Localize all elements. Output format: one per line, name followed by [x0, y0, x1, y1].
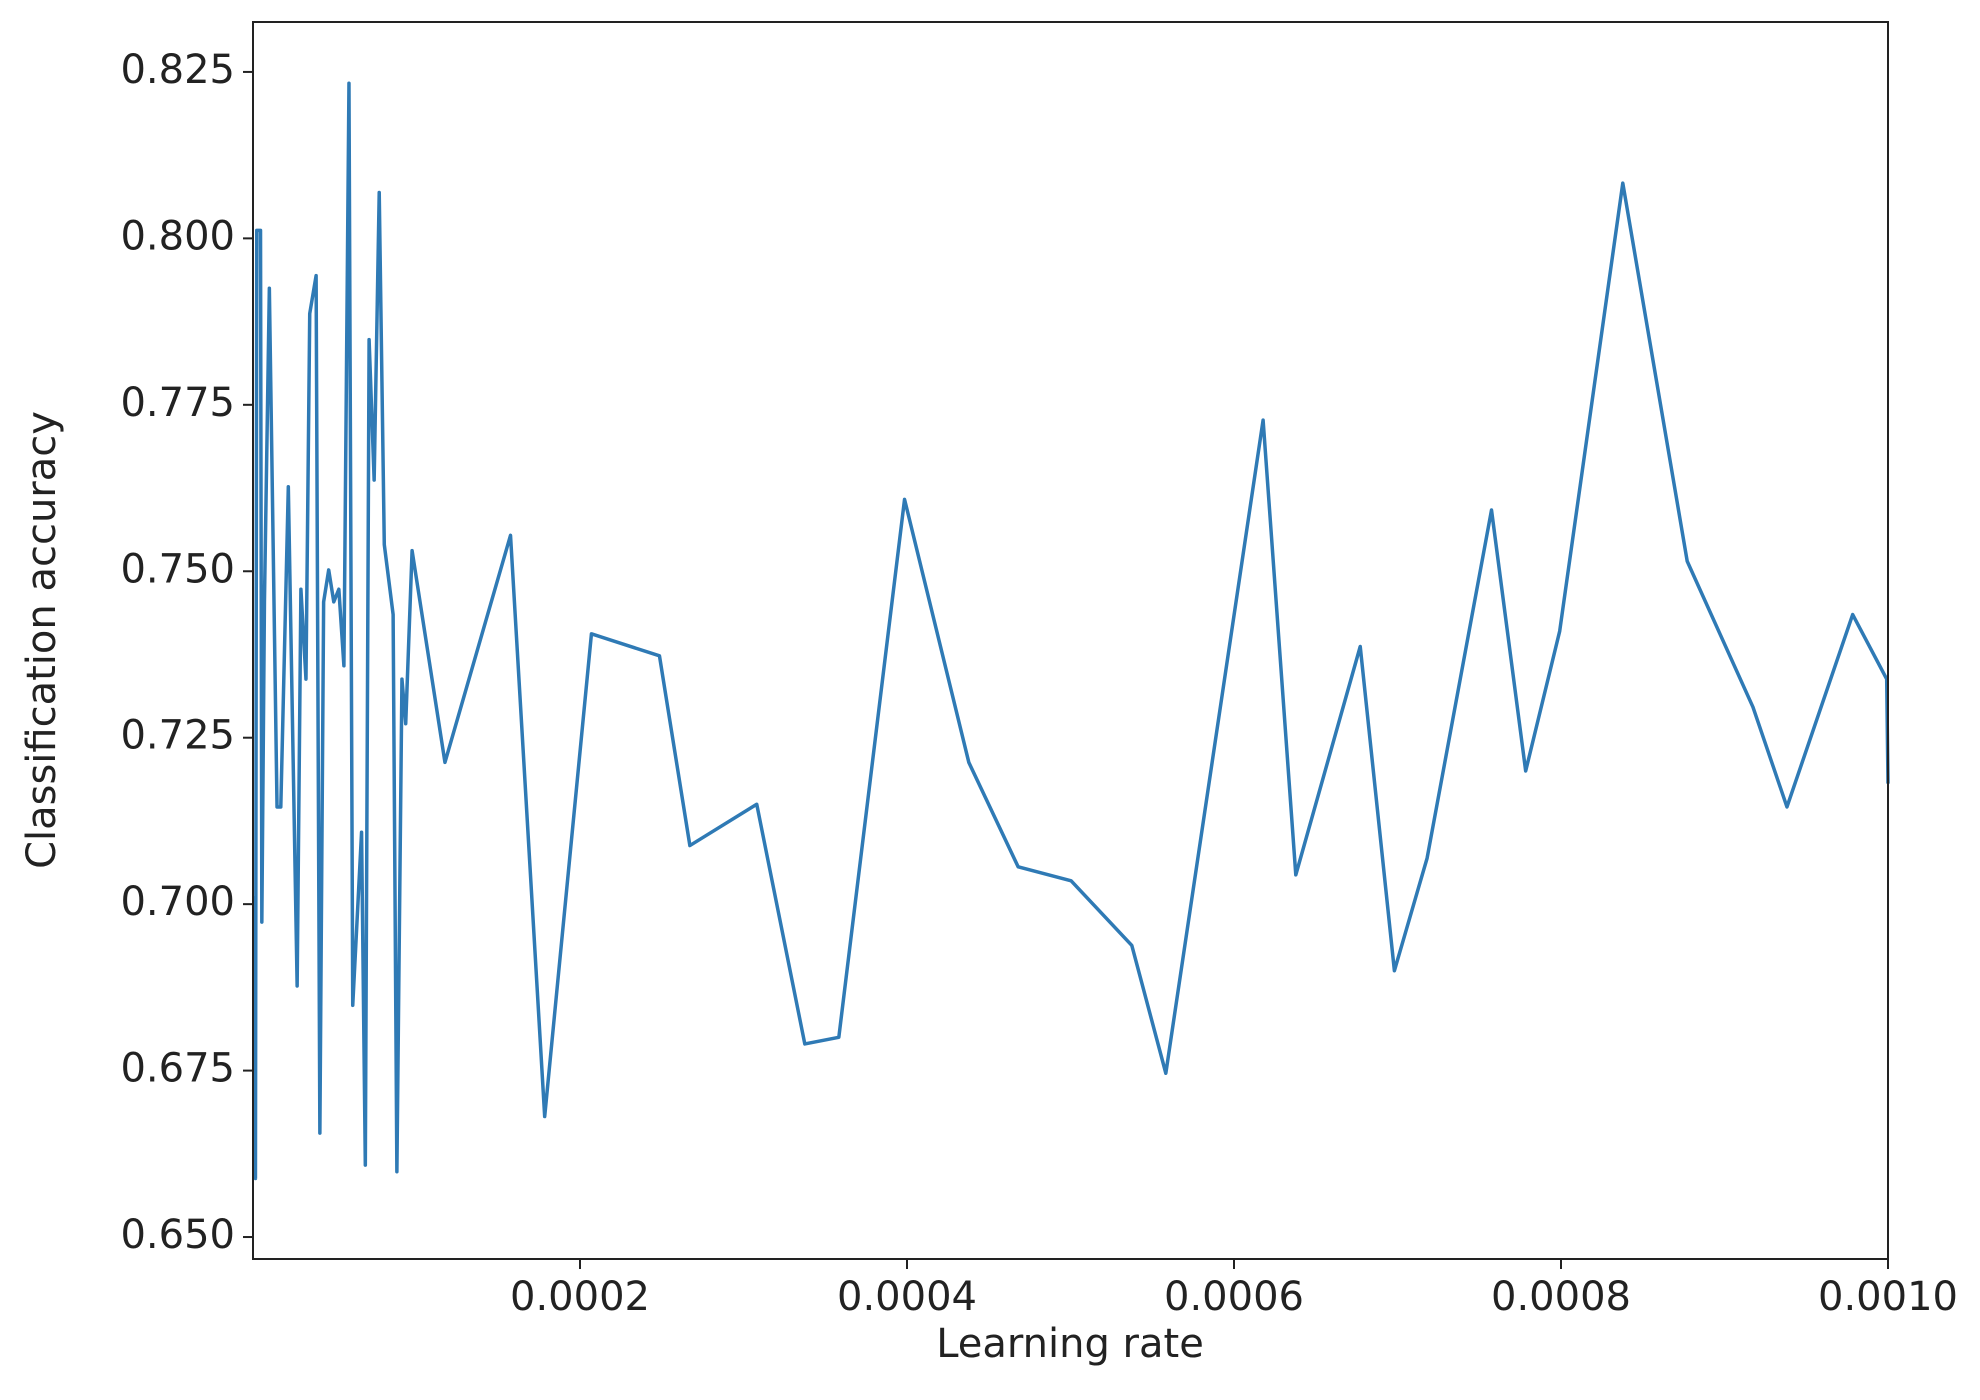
y-tick-label: 0.675: [120, 1046, 235, 1092]
plot-frame: [252, 21, 1889, 1260]
y-tick-label: 0.650: [120, 1212, 235, 1258]
x-tick-label: 0.0004: [837, 1274, 977, 1320]
y-tick-label: 0.775: [120, 380, 235, 426]
x-tick-label: 0.0006: [1164, 1274, 1304, 1320]
data-line: [252, 81, 1890, 1181]
x-tick-label: 0.0008: [1491, 1274, 1631, 1320]
y-tick-label: 0.725: [120, 713, 235, 759]
y-tick-label: 0.825: [120, 47, 235, 93]
x-axis-label: Learning rate: [936, 1321, 1204, 1367]
x-tick-label: 0.0010: [1818, 1274, 1958, 1320]
x-tick-label: 0.0002: [510, 1274, 650, 1320]
y-tick-label: 0.700: [120, 879, 235, 925]
y-axis-label: Classification accuracy: [19, 411, 65, 869]
y-tick-label: 0.750: [120, 546, 235, 592]
y-tick-label: 0.800: [120, 213, 235, 259]
